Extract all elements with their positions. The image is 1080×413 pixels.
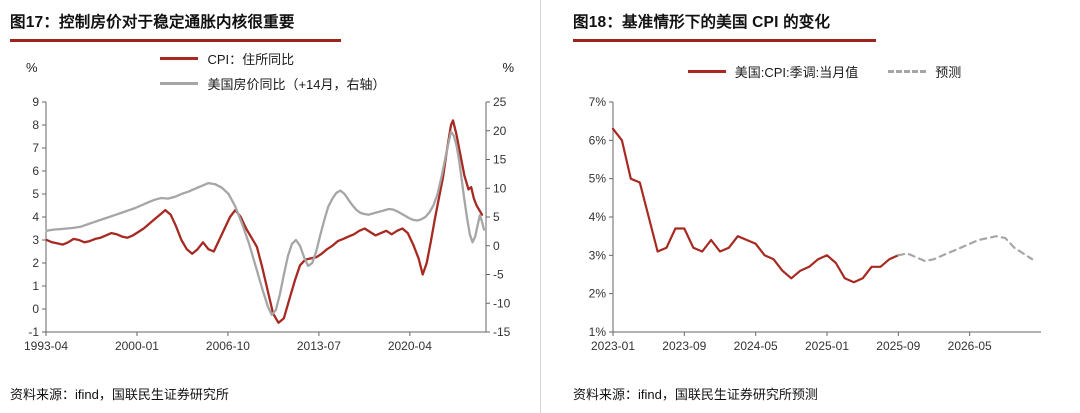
svg-text:6: 6 (32, 164, 39, 178)
svg-text:4%: 4% (589, 210, 607, 224)
svg-text:7%: 7% (589, 96, 607, 109)
svg-text:25: 25 (493, 96, 507, 109)
svg-text:3%: 3% (589, 248, 607, 262)
legend-item-forecast: 预测 (888, 62, 961, 81)
us-cpi-legend-label: 美国:CPI:季调:当月值 (734, 64, 859, 80)
svg-text:2023-01: 2023-01 (591, 339, 635, 353)
forecast-dashed-line-swatch (888, 69, 927, 73)
figure-18-panel: 图18：基准情形下的美国 CPI 的变化 美国:CPI:季调:当月值 预测 7%… (540, 0, 1080, 413)
figure-17-source: 资料来源：ifind，国联民生证券研究所 (10, 387, 229, 402)
svg-text:1%: 1% (589, 325, 607, 339)
figure-18-legend: 美国:CPI:季调:当月值 预测 (573, 46, 1076, 96)
figure-18-source: 资料来源：ifind，国联民生证券研究所预测 (573, 387, 818, 402)
svg-text:9: 9 (32, 96, 39, 109)
figure-18-legend-items: 美国:CPI:季调:当月值 预测 (687, 62, 961, 81)
svg-text:2025-09: 2025-09 (876, 339, 920, 353)
svg-text:2013-07: 2013-07 (297, 339, 341, 353)
svg-text:2: 2 (32, 256, 39, 270)
right-axis-unit-label: % (502, 60, 514, 75)
legend-item-us-cpi: 美国:CPI:季调:当月值 (687, 62, 859, 81)
svg-text:2%: 2% (589, 287, 607, 301)
svg-text:1993-04: 1993-04 (24, 339, 68, 353)
house-price-line-swatch (160, 82, 199, 85)
figure-17-title: 图17：控制房价对于稳定通胀内核很重要 (10, 8, 341, 42)
svg-text:2024-05: 2024-05 (734, 339, 778, 353)
svg-text:8: 8 (32, 118, 39, 132)
svg-text:5: 5 (493, 210, 500, 224)
svg-text:0: 0 (493, 239, 500, 253)
svg-text:10: 10 (493, 181, 507, 195)
house-price-legend-label: 美国房价同比（+14月，右轴） (207, 77, 386, 92)
forecast-legend-label: 预测 (935, 64, 962, 80)
svg-text:-10: -10 (493, 296, 511, 310)
svg-text:2020-04: 2020-04 (388, 339, 432, 353)
us-cpi-line-swatch (687, 69, 726, 73)
cpi-shelter-line-swatch (160, 57, 199, 60)
svg-text:2025-01: 2025-01 (805, 339, 849, 353)
svg-text:6%: 6% (589, 133, 607, 147)
cpi-shelter-legend-label: CPI：住所同比 (207, 52, 295, 67)
svg-text:3: 3 (32, 233, 39, 247)
svg-text:-5: -5 (493, 268, 504, 282)
svg-text:2006-10: 2006-10 (206, 339, 250, 353)
svg-text:5%: 5% (589, 172, 607, 186)
legend-item-house-price: 美国房价同比（+14月，右轴） (160, 74, 386, 93)
left-axis-unit-label: % (26, 60, 38, 75)
svg-text:2023-09: 2023-09 (662, 339, 706, 353)
figure-18-chart: 美国:CPI:季调:当月值 预测 7% 6% 5% 4% 3% 2% 1% 2023-01 20… (573, 46, 1076, 360)
svg-text:-1: -1 (28, 325, 39, 339)
svg-text:5: 5 (32, 187, 39, 201)
figure-17-panel: 图17：控制房价对于稳定通胀内核很重要 % % CPI：住所同比 美国房价同比（… (10, 8, 536, 402)
svg-text:4: 4 (32, 210, 39, 224)
svg-text:1: 1 (32, 279, 39, 293)
svg-text:2000-01: 2000-01 (115, 339, 159, 353)
svg-text:0: 0 (32, 302, 39, 316)
figure-18-title: 图18：基准情形下的美国 CPI 的变化 (573, 8, 877, 42)
svg-text:15: 15 (493, 153, 507, 167)
svg-text:2026-05: 2026-05 (948, 339, 992, 353)
figure-18-plot: 7% 6% 5% 4% 3% 2% 1%2023-01 2023-09 2024-05 2025-… (589, 96, 1041, 353)
legend-item-cpi-shelter: CPI：住所同比 (160, 49, 294, 68)
svg-text:-15: -15 (493, 325, 511, 339)
figure-17-legend: CPI：住所同比 美国房价同比（+14月，右轴） (10, 46, 536, 96)
svg-text:7: 7 (32, 141, 39, 155)
svg-text:20: 20 (493, 124, 507, 138)
figure-17-legend-items: CPI：住所同比 美国房价同比（+14月，右轴） (160, 49, 386, 93)
